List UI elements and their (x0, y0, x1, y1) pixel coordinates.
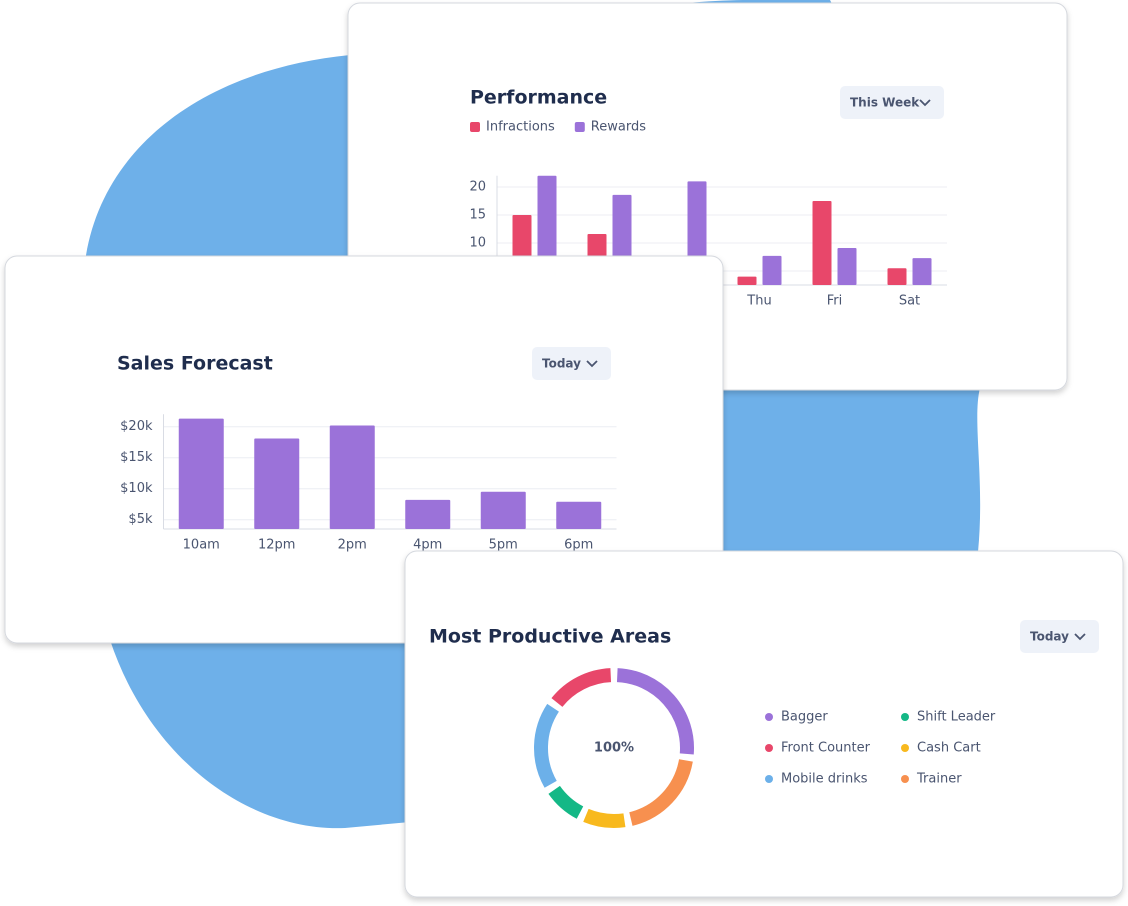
x-tick-label: 6pm (564, 538, 593, 553)
bar (887, 268, 907, 285)
y-tick-label: $10k (120, 481, 153, 496)
center-label: 100% (594, 741, 634, 756)
chart-title: Performance (470, 87, 607, 109)
chevron[interactable] (919, 99, 931, 107)
y-tick-label: $5k (128, 512, 153, 527)
legend-dot (765, 775, 773, 783)
donut-segment (583, 808, 626, 828)
dropdown[interactable]: Today (1020, 620, 1099, 653)
bar (837, 248, 857, 285)
sales-card: Sales Forecast Today $5k $10k $15k $20k 10am 12… (4, 255, 724, 644)
bar (812, 201, 832, 285)
legend-dot (765, 713, 773, 721)
bar (762, 255, 782, 285)
dropdown-label[interactable]: Today (542, 357, 581, 371)
legend-dot (901, 775, 909, 783)
dropdown-box[interactable] (532, 347, 611, 380)
bar (178, 418, 224, 529)
bar (329, 425, 375, 529)
x-tick-label: Sat (899, 294, 920, 309)
dropdown-box[interactable] (1020, 620, 1099, 653)
legend-label: Bagger (781, 710, 828, 725)
chevron[interactable] (586, 360, 598, 368)
bar (737, 276, 757, 285)
y-tick-label: $20k (120, 419, 153, 434)
chart-title: Most Productive Areas (429, 626, 671, 648)
legend-label: Mobile drinks (781, 772, 868, 787)
dropdown-label[interactable]: Today (1030, 630, 1069, 644)
chart-title: Sales Forecast (117, 353, 273, 375)
legend-label: Trainer (916, 772, 962, 787)
card (404, 550, 1124, 898)
bar (480, 491, 526, 529)
bar (405, 499, 451, 529)
legend-swatch (574, 122, 585, 132)
donut-segment (616, 668, 694, 755)
legend-dot (901, 713, 909, 721)
x-tick-label: Thu (746, 294, 771, 309)
x-tick-label: Fri (827, 294, 843, 309)
donut-segment (548, 785, 584, 819)
bar (556, 501, 602, 529)
donut-segment (629, 758, 693, 826)
dropdown-box[interactable] (840, 86, 944, 119)
legend-label: Front Counter (781, 741, 871, 756)
y-tick-label: 15 (469, 208, 486, 223)
legend-label: Cash Cart (917, 741, 981, 756)
x-tick-label: 4pm (413, 538, 442, 553)
chevron[interactable] (1074, 633, 1086, 641)
x-tick-label: 12pm (258, 538, 295, 553)
bar (912, 258, 932, 285)
legend-dot (765, 744, 773, 752)
legend-dot (901, 744, 909, 752)
legend-label: Shift Leader (917, 710, 996, 725)
dropdown-label[interactable]: This Week (850, 96, 920, 110)
legend-label: Infractions (486, 120, 555, 135)
dropdown[interactable]: Today (532, 347, 611, 380)
bar (254, 438, 300, 529)
y-tick-label: 10 (469, 236, 486, 251)
legend-label: Rewards (591, 120, 646, 135)
x-tick-label: 10am (183, 538, 220, 553)
donut-segment (551, 668, 612, 708)
x-tick-label: 2pm (338, 538, 367, 553)
x-tick-label: 5pm (489, 538, 518, 553)
y-tick-label: $15k (120, 450, 153, 465)
areas-card: Most Productive Areas Today 100% Bagger Trai… (404, 550, 1124, 898)
donut-segment (534, 703, 560, 788)
dropdown[interactable]: This Week (840, 86, 944, 119)
y-tick-label: 20 (469, 180, 486, 195)
legend-swatch (470, 122, 480, 132)
